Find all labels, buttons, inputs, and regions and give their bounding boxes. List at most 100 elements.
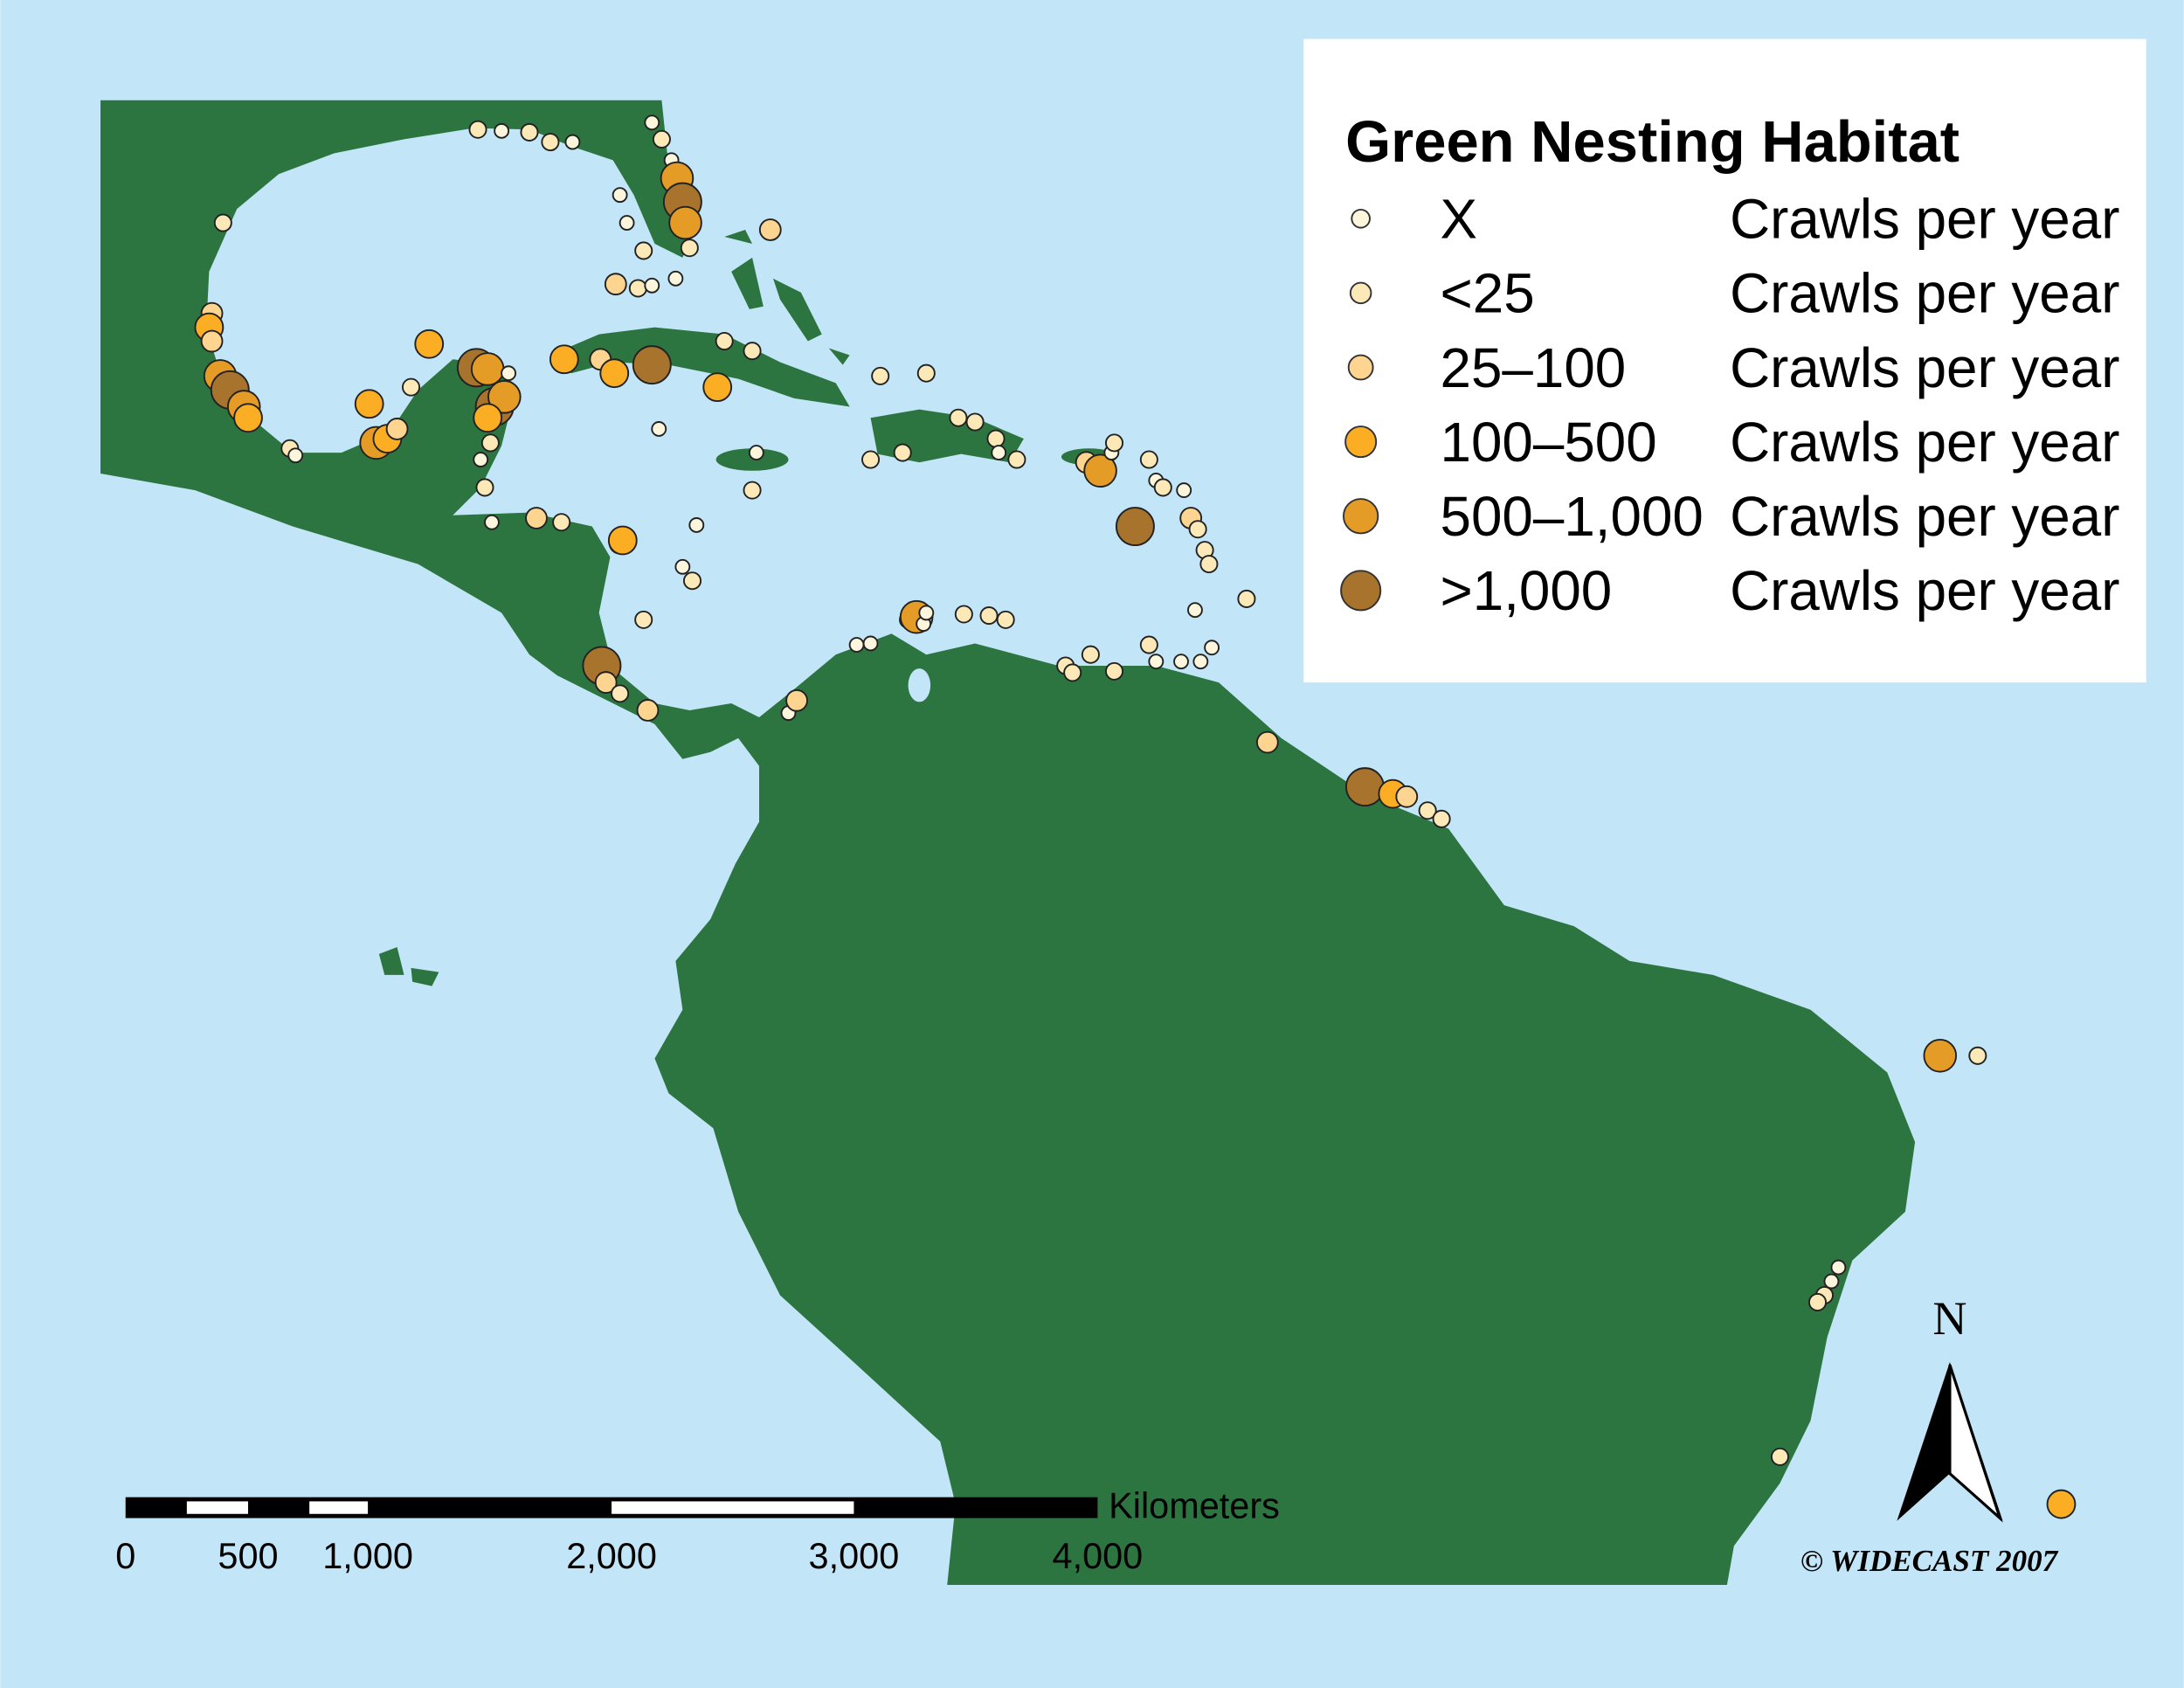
nesting-site [986, 429, 1006, 448]
legend: Green Nesting Habitat X Crawls per year <2… [1303, 38, 2146, 683]
legend-symbol [1347, 354, 1374, 381]
nesting-site [785, 688, 808, 712]
nesting-site [996, 610, 1015, 629]
nesting-site [549, 344, 579, 375]
nesting-site [475, 478, 494, 497]
nesting-site [594, 671, 618, 695]
nesting-site [480, 433, 500, 453]
nesting-site [1199, 555, 1219, 574]
nesting-site [1139, 450, 1158, 469]
jamaica [715, 448, 789, 471]
legend-label: 25–100 [1441, 336, 1627, 399]
nesting-site [702, 372, 733, 403]
nesting-site [1007, 450, 1026, 469]
nesting-site [848, 637, 865, 653]
legend-symbol [1349, 281, 1372, 305]
nesting-site [1830, 1259, 1847, 1276]
nesting-site [1344, 767, 1385, 807]
nesting-site [965, 412, 985, 432]
nesting-site [979, 606, 999, 626]
nesting-site [861, 450, 881, 469]
nesting-site [674, 558, 691, 575]
nesting-site [651, 421, 667, 437]
nesting-site [414, 329, 445, 359]
scale-label: 2,000 [566, 1535, 657, 1576]
scale-unit: Kilometers [1109, 1485, 1280, 1526]
nesting-site [1104, 433, 1124, 453]
nesting-site [599, 358, 630, 389]
nesting-site [1807, 1292, 1828, 1311]
nesting-site [1153, 478, 1172, 497]
legend-unit: Crawls per year [1730, 262, 2119, 325]
nesting-site [667, 270, 684, 287]
bahamas [724, 230, 850, 365]
nesting-site [484, 514, 500, 530]
nesting-site [487, 380, 522, 414]
legend-unit: Crawls per year [1730, 411, 2119, 474]
nesting-site [611, 684, 630, 703]
land [100, 100, 1916, 1586]
nesting-site [604, 273, 627, 296]
nesting-site [564, 134, 581, 150]
nesting-site [743, 342, 762, 361]
nesting-site [1395, 785, 1419, 808]
nesting-site [1418, 801, 1437, 820]
nesting-site [628, 279, 647, 298]
nesting-site [748, 445, 764, 460]
legend-label: <25 [1441, 262, 1535, 325]
legend-symbol [1343, 498, 1379, 535]
scale-bar: Kilometers 0 500 1,000 2,000 3,000 4,000 [115, 1485, 1280, 1576]
nesting-site [918, 605, 935, 621]
nesting-site [1083, 453, 1117, 488]
north-label: N [1932, 1292, 1966, 1345]
nesting-site [541, 133, 560, 152]
nesting-site [1237, 589, 1256, 608]
nesting-site [893, 443, 912, 462]
scale-bar-segment [186, 1501, 248, 1514]
nesting-site [1188, 520, 1207, 539]
legend-title: Green Nesting Habitat [1345, 109, 1959, 175]
nesting-site [652, 129, 671, 149]
nesting-site [494, 122, 510, 139]
nesting-site [1063, 663, 1082, 682]
nesting-site [233, 403, 263, 433]
nesting-site [916, 363, 936, 383]
legend-label: >1,000 [1441, 559, 1613, 622]
nesting-site [619, 215, 635, 231]
nesting-site [1139, 635, 1158, 654]
nesting-site [688, 517, 705, 533]
nesting-site [1432, 809, 1451, 828]
nesting-site [401, 377, 421, 397]
nesting-site [1173, 654, 1189, 670]
nesting-site [636, 699, 660, 722]
nesting-site [552, 513, 571, 532]
nesting-site [991, 445, 1007, 460]
legend-symbol [1351, 208, 1371, 229]
nesting-site [1081, 645, 1100, 664]
nesting-site [1148, 654, 1165, 670]
nesting-site [1823, 1273, 1840, 1290]
lake-maracaibo [908, 668, 931, 702]
nesting-site [200, 329, 224, 353]
nesting-site [644, 114, 660, 131]
scale-labels: 0 500 1,000 2,000 3,000 4,000 [115, 1535, 1143, 1576]
legend-symbol [1340, 570, 1382, 612]
north-arrow-half [1948, 1364, 2003, 1523]
legend-unit: Crawls per year [1730, 485, 2119, 548]
nesting-site [607, 525, 638, 556]
nesting-site [520, 122, 539, 142]
nesting-site [634, 241, 653, 260]
nesting-site [525, 507, 548, 529]
mainland [100, 100, 1916, 1586]
legend-unit: Crawls per year [1730, 188, 2119, 251]
nesting-site [287, 447, 304, 464]
nesting-site [862, 635, 879, 652]
nesting-site [470, 352, 505, 386]
nesting-site [473, 452, 489, 467]
legend-label: 500–1,000 [1441, 485, 1704, 548]
nesting-site [1923, 1039, 1958, 1073]
nesting-site [743, 481, 762, 500]
scale-label: 500 [218, 1535, 278, 1576]
nesting-site [1192, 654, 1209, 670]
